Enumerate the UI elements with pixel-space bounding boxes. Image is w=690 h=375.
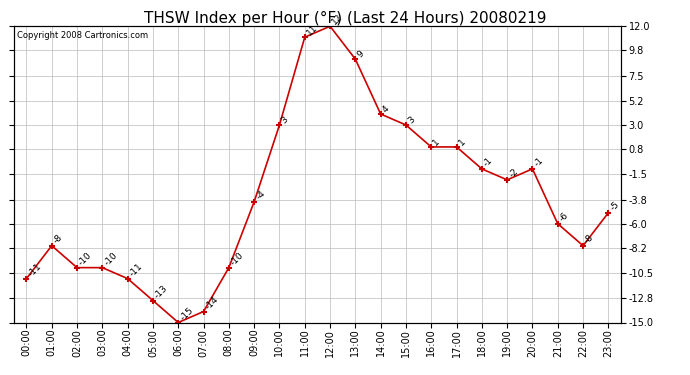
Text: -10: -10 xyxy=(229,251,246,268)
Text: 1: 1 xyxy=(431,136,442,147)
Text: -2: -2 xyxy=(507,167,520,180)
Text: -6: -6 xyxy=(558,211,571,224)
Text: -13: -13 xyxy=(153,284,170,300)
Text: -8: -8 xyxy=(583,233,595,246)
Text: -10: -10 xyxy=(102,251,119,268)
Text: -14: -14 xyxy=(204,295,220,312)
Text: Copyright 2008 Cartronics.com: Copyright 2008 Cartronics.com xyxy=(17,31,148,40)
Text: 1: 1 xyxy=(457,136,467,147)
Text: 11: 11 xyxy=(305,23,319,37)
Text: -10: -10 xyxy=(77,251,94,268)
Text: -11: -11 xyxy=(128,262,144,279)
Text: -4: -4 xyxy=(254,189,267,202)
Text: 4: 4 xyxy=(381,104,391,114)
Text: 3: 3 xyxy=(279,115,290,125)
Text: THSW Index per Hour (°F) (Last 24 Hours) 20080219: THSW Index per Hour (°F) (Last 24 Hours)… xyxy=(144,11,546,26)
Text: -8: -8 xyxy=(52,233,64,246)
Text: -1: -1 xyxy=(482,156,495,169)
Text: 12: 12 xyxy=(330,12,344,26)
Text: 3: 3 xyxy=(406,115,416,125)
Text: -11: -11 xyxy=(26,262,43,279)
Text: -15: -15 xyxy=(178,306,195,322)
Text: -1: -1 xyxy=(533,156,545,169)
Text: 9: 9 xyxy=(355,49,366,59)
Text: -5: -5 xyxy=(609,200,621,213)
